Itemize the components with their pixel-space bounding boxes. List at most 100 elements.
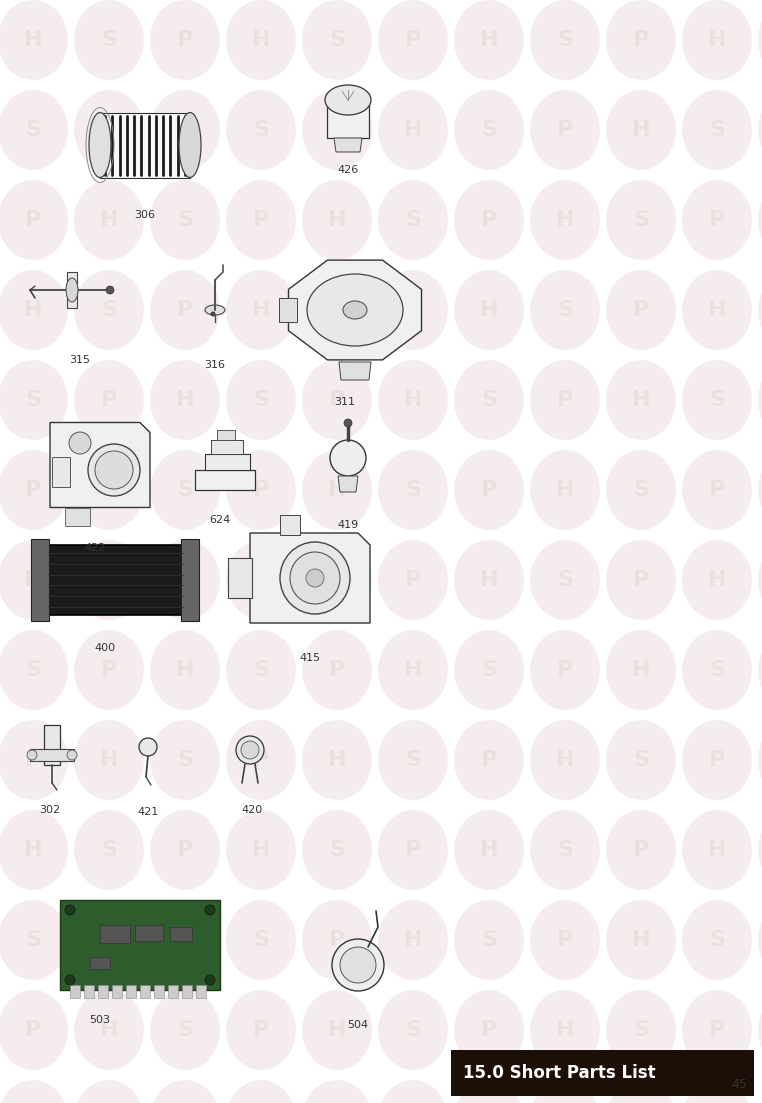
Text: S: S [633, 1020, 649, 1040]
Text: S: S [405, 480, 421, 500]
Text: S: S [557, 840, 573, 860]
Text: S: S [557, 300, 573, 320]
Ellipse shape [378, 630, 448, 710]
Polygon shape [338, 476, 358, 492]
Text: S: S [633, 480, 649, 500]
Text: 306: 306 [135, 210, 155, 219]
Ellipse shape [325, 85, 371, 115]
Text: H: H [328, 480, 346, 500]
Ellipse shape [378, 270, 448, 350]
Ellipse shape [226, 180, 296, 260]
Ellipse shape [530, 990, 600, 1070]
Ellipse shape [454, 270, 524, 350]
Ellipse shape [179, 113, 201, 178]
Polygon shape [60, 900, 220, 990]
Text: P: P [481, 750, 497, 770]
Ellipse shape [0, 1080, 68, 1103]
Ellipse shape [758, 990, 762, 1070]
Ellipse shape [454, 360, 524, 440]
Ellipse shape [758, 360, 762, 440]
Polygon shape [50, 422, 150, 507]
Text: H: H [24, 300, 42, 320]
Text: P: P [329, 660, 345, 681]
Text: S: S [329, 840, 345, 860]
Text: S: S [253, 390, 269, 410]
Polygon shape [168, 985, 178, 998]
Text: H: H [708, 840, 726, 860]
Ellipse shape [150, 270, 220, 350]
Text: P: P [481, 480, 497, 500]
Text: S: S [481, 120, 497, 140]
Ellipse shape [758, 720, 762, 800]
Ellipse shape [378, 900, 448, 979]
Ellipse shape [758, 270, 762, 350]
Text: S: S [329, 570, 345, 590]
Ellipse shape [682, 360, 752, 440]
Text: P: P [25, 480, 41, 500]
Text: H: H [24, 570, 42, 590]
Ellipse shape [606, 720, 676, 800]
Text: P: P [405, 30, 421, 50]
Ellipse shape [378, 450, 448, 531]
Ellipse shape [74, 270, 144, 350]
Circle shape [65, 975, 75, 985]
Text: P: P [253, 1020, 269, 1040]
Text: P: P [177, 300, 193, 320]
Ellipse shape [682, 450, 752, 531]
Ellipse shape [150, 180, 220, 260]
Text: H: H [404, 390, 422, 410]
Ellipse shape [280, 542, 350, 614]
Text: S: S [25, 660, 41, 681]
Ellipse shape [0, 0, 68, 81]
Ellipse shape [150, 900, 220, 979]
Polygon shape [45, 545, 185, 615]
Text: H: H [251, 30, 271, 50]
Text: H: H [555, 210, 575, 231]
Ellipse shape [606, 540, 676, 620]
Text: 503: 503 [89, 1015, 110, 1025]
Text: H: H [24, 840, 42, 860]
Text: H: H [555, 750, 575, 770]
Ellipse shape [682, 90, 752, 170]
Text: H: H [480, 30, 498, 50]
Text: H: H [251, 840, 271, 860]
Text: 415: 415 [299, 653, 321, 663]
Text: S: S [177, 750, 193, 770]
Ellipse shape [343, 301, 367, 319]
Text: P: P [253, 480, 269, 500]
Polygon shape [211, 440, 243, 454]
Ellipse shape [302, 900, 372, 979]
Text: S: S [25, 120, 41, 140]
Text: P: P [709, 1020, 725, 1040]
Ellipse shape [454, 180, 524, 260]
Text: S: S [101, 30, 117, 50]
Ellipse shape [226, 900, 296, 979]
Ellipse shape [606, 990, 676, 1070]
Ellipse shape [74, 180, 144, 260]
Text: S: S [557, 30, 573, 50]
Text: S: S [709, 120, 725, 140]
Ellipse shape [0, 990, 68, 1070]
Ellipse shape [606, 180, 676, 260]
Ellipse shape [150, 990, 220, 1070]
Ellipse shape [74, 450, 144, 531]
Text: P: P [101, 390, 117, 410]
Text: P: P [405, 300, 421, 320]
Text: S: S [101, 840, 117, 860]
Ellipse shape [758, 90, 762, 170]
Polygon shape [112, 985, 122, 998]
Polygon shape [126, 985, 136, 998]
Circle shape [205, 975, 215, 985]
Text: S: S [253, 660, 269, 681]
Ellipse shape [74, 540, 144, 620]
Ellipse shape [302, 90, 372, 170]
Ellipse shape [226, 990, 296, 1070]
Text: H: H [251, 570, 271, 590]
Polygon shape [100, 925, 130, 943]
Text: S: S [633, 750, 649, 770]
Ellipse shape [758, 810, 762, 890]
Text: P: P [557, 660, 573, 681]
Text: P: P [177, 570, 193, 590]
Polygon shape [65, 507, 90, 525]
Ellipse shape [606, 90, 676, 170]
